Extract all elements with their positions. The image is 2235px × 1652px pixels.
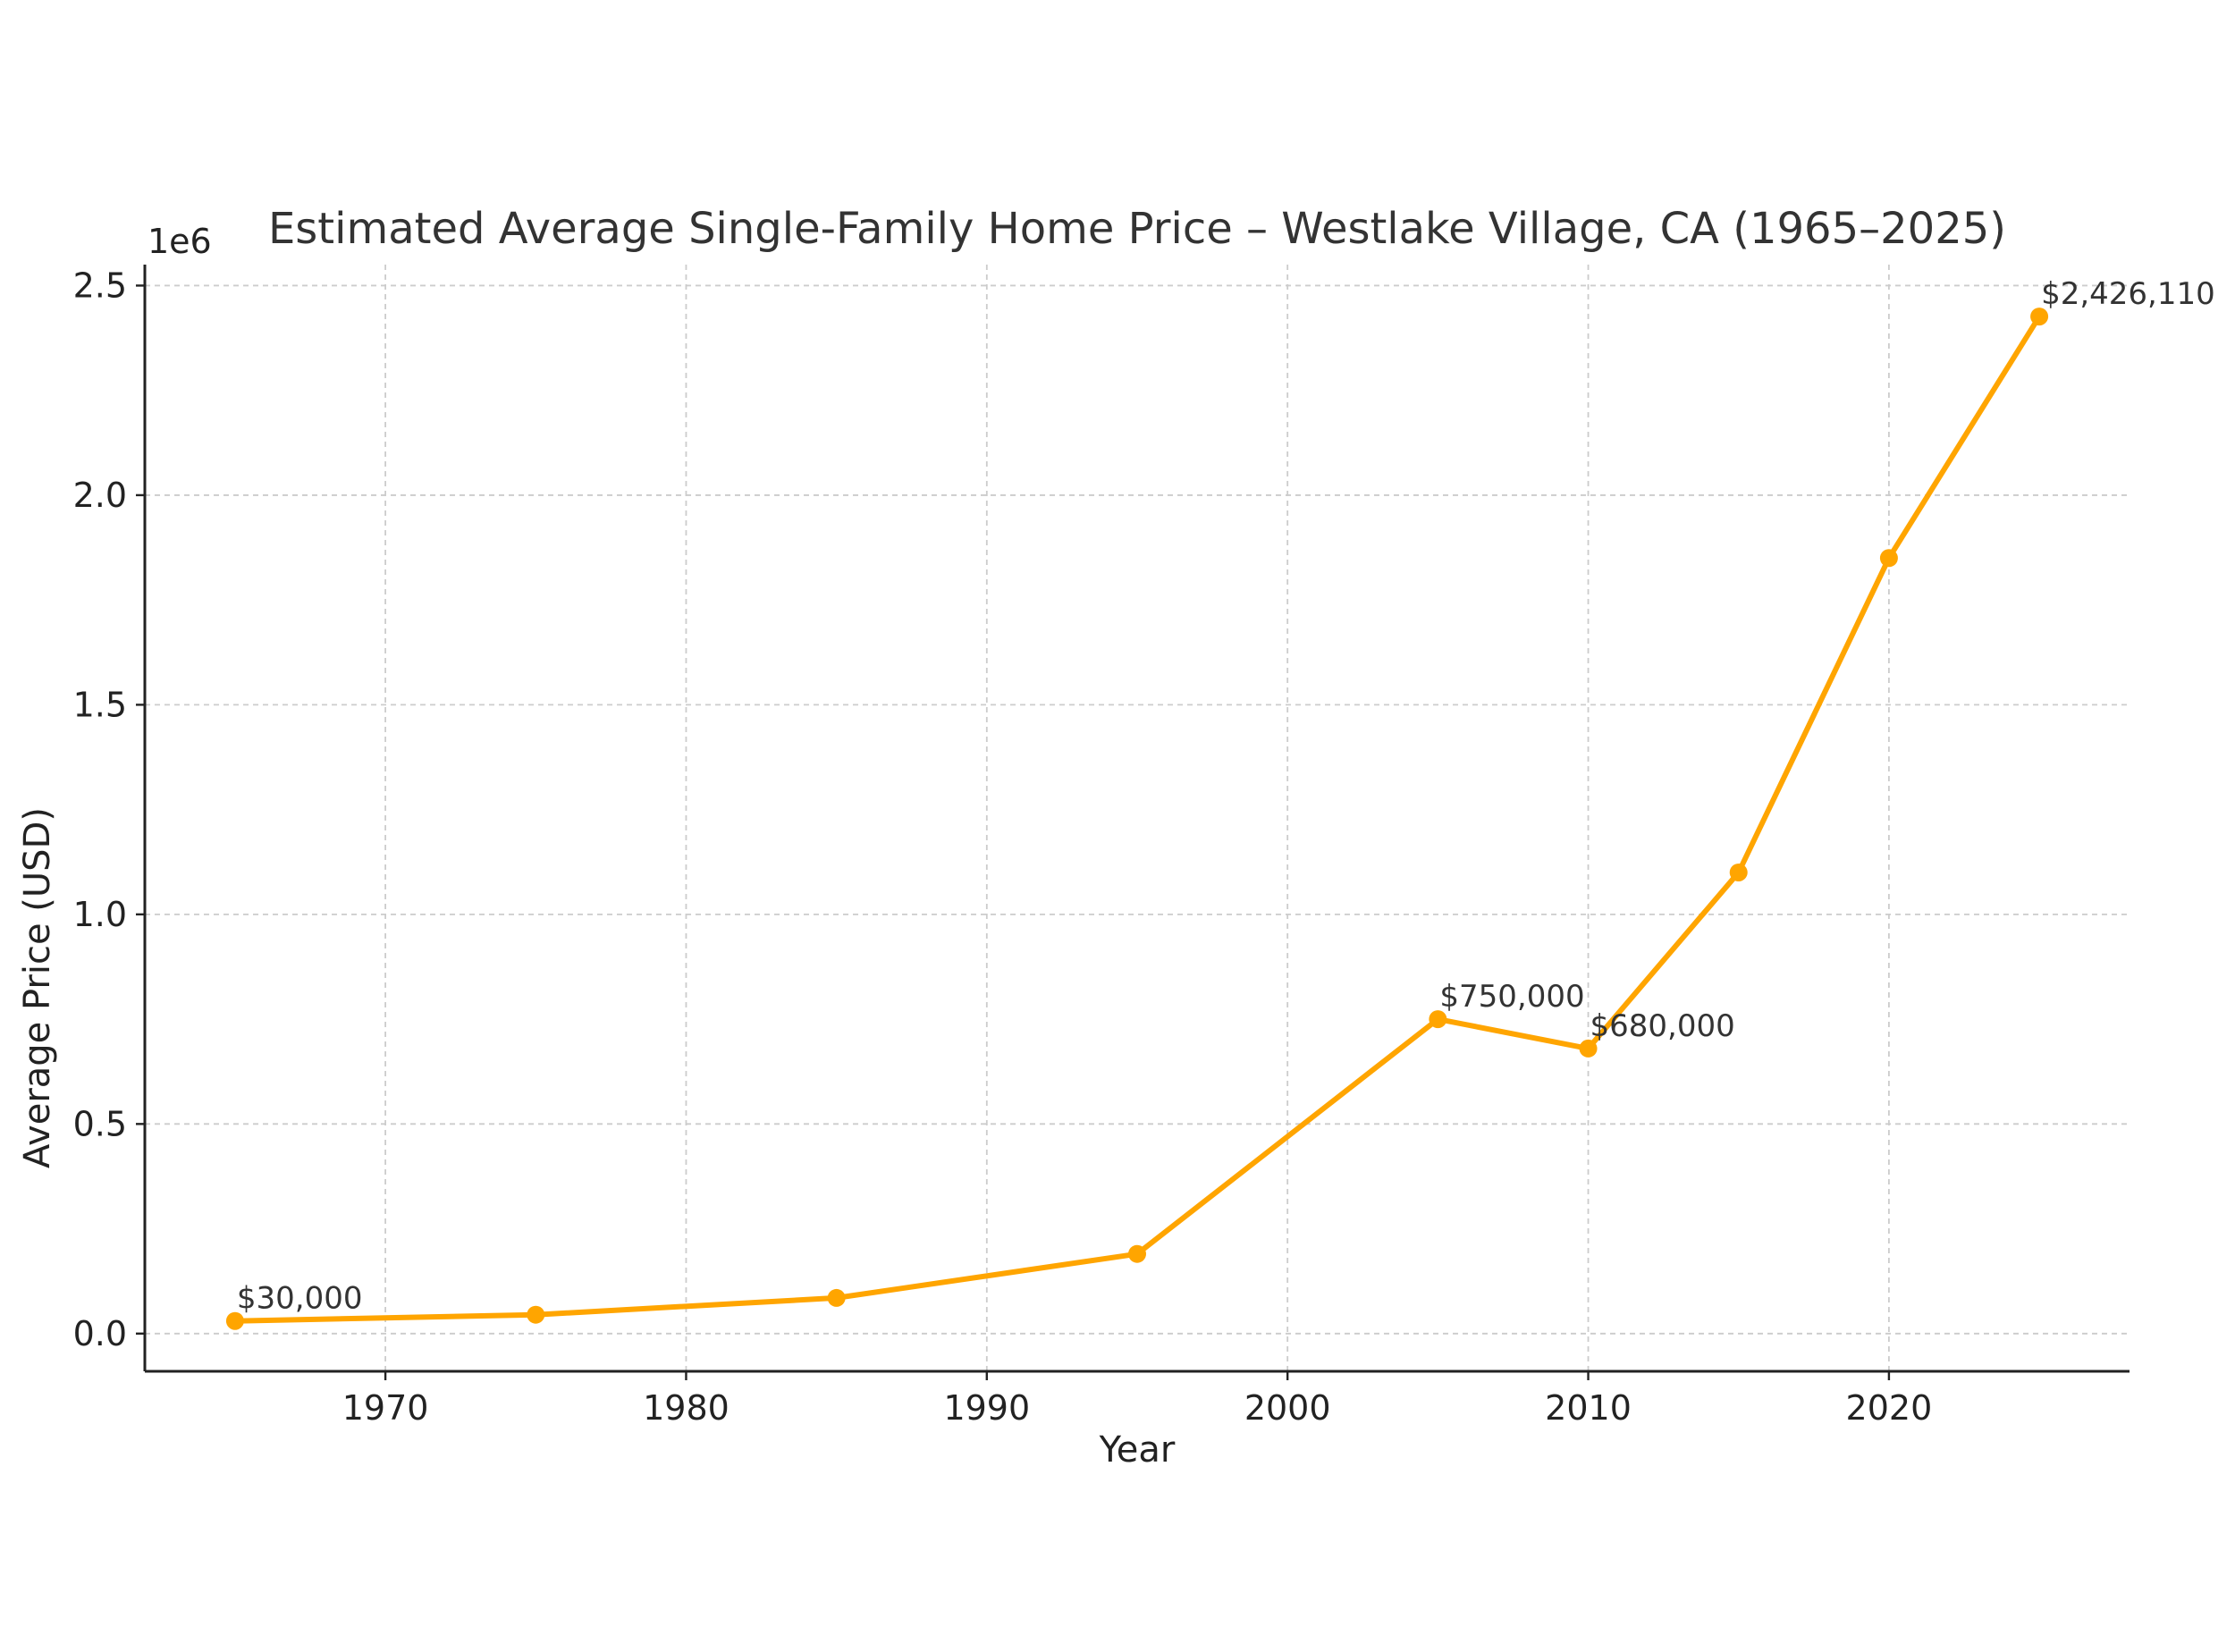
y-axis-title: Average Price (USD) [17, 807, 58, 1168]
x-tick-label: 2000 [1244, 1388, 1331, 1428]
x-tick-label: 2010 [1545, 1388, 1632, 1428]
series [225, 308, 2049, 1330]
y-tick-label: 0.0 [73, 1314, 127, 1353]
data-point [527, 1305, 545, 1324]
y-tick-label: 1.5 [73, 685, 127, 724]
data-label: $680,000 [1590, 1008, 1735, 1044]
data-point [1729, 863, 1748, 881]
y-tick-label: 1.0 [73, 895, 127, 934]
data-labels: $30,000 $750,000$680,000 $2,426,110 [237, 276, 2215, 1317]
data-point [2030, 308, 2049, 326]
data-point [827, 1288, 846, 1307]
y-axis-offset-label: 1e6 [148, 222, 212, 261]
y-tick-label: 0.5 [73, 1104, 127, 1143]
chart-title: Estimated Average Single-Family Home Pri… [268, 204, 2006, 254]
data-point [1128, 1244, 1146, 1263]
y-tick-label: 2.0 [73, 476, 127, 515]
axes [143, 265, 2130, 1373]
series-line [232, 314, 2043, 1324]
x-axis-title: Year [1099, 1429, 1176, 1471]
y-tick-label: 2.5 [73, 266, 127, 305]
x-tick-label: 1980 [643, 1388, 730, 1428]
data-point [1579, 1039, 1598, 1058]
grid [145, 265, 2130, 1371]
x-tick-label: 1990 [943, 1388, 1030, 1428]
x-tick-label: 1970 [342, 1388, 429, 1428]
data-point [1879, 549, 1898, 568]
ticks: 1970 1980 1990 2000 2010 2020 0.0 0.5 1.0 1.5 2.0 2… [73, 266, 1933, 1428]
x-tick-label: 2020 [1846, 1388, 1933, 1428]
data-point [225, 1311, 244, 1330]
data-label: $2,426,110 [2041, 276, 2215, 312]
data-label: $30,000 [237, 1281, 363, 1317]
data-label: $750,000 [1439, 979, 1584, 1015]
data-point [1429, 1010, 1447, 1029]
